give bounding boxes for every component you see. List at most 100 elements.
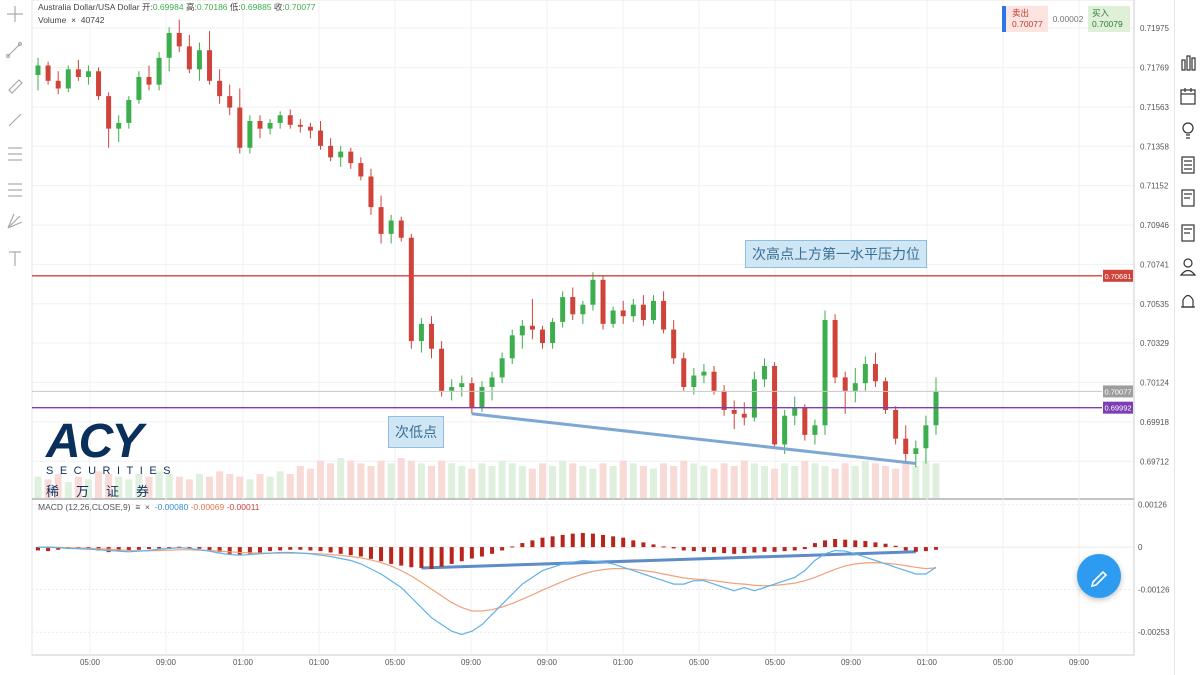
macd-histogram-bar bbox=[752, 547, 757, 553]
candle-body bbox=[661, 300, 667, 330]
volume-bar bbox=[438, 460, 446, 498]
bar-chart-icon[interactable] bbox=[1181, 55, 1196, 71]
candle bbox=[126, 96, 132, 129]
macd-histogram-bar bbox=[459, 547, 464, 562]
price-tag-label: 0.70077 bbox=[1104, 387, 1131, 396]
price-tick-label: 0.69918 bbox=[1140, 418, 1169, 427]
volume-bar bbox=[538, 463, 546, 498]
volume-bar bbox=[892, 468, 900, 498]
volume-bar bbox=[619, 460, 627, 498]
resistance-annotation[interactable]: 次高点上方第一水平压力位 bbox=[745, 240, 927, 268]
macd-histogram-bar bbox=[358, 547, 363, 557]
pencil-icon[interactable] bbox=[8, 79, 23, 94]
pitchfork-icon[interactable] bbox=[7, 213, 23, 229]
drawing-toolbar bbox=[0, 0, 30, 675]
macd-histogram-bar bbox=[197, 547, 202, 549]
macd-histogram-bar bbox=[782, 547, 787, 552]
edit-document-icon[interactable] bbox=[1181, 224, 1195, 242]
candle-body bbox=[126, 99, 132, 123]
volume-bar bbox=[64, 482, 72, 498]
user-icon[interactable] bbox=[1179, 258, 1197, 276]
candle bbox=[176, 19, 182, 53]
candle bbox=[156, 52, 162, 91]
candle bbox=[55, 71, 61, 95]
candle-body bbox=[459, 383, 465, 388]
channel-icon[interactable] bbox=[8, 183, 22, 197]
second-low-annotation[interactable]: 次低点 bbox=[388, 416, 444, 448]
macd-histogram-bar bbox=[903, 547, 908, 551]
buy-button[interactable]: 买入 0.70079 bbox=[1088, 6, 1130, 32]
text-icon[interactable] bbox=[9, 251, 21, 266]
candle-body bbox=[418, 323, 424, 342]
time-axis[interactable]: 05:00 09:00 01:00 01:00 05:00 09:00 09:00 01:00… bbox=[80, 658, 1090, 667]
macd-histogram-bar bbox=[580, 532, 585, 548]
candle bbox=[237, 88, 243, 154]
candle-body bbox=[691, 375, 697, 388]
candle bbox=[761, 358, 767, 388]
price-tag-bg bbox=[1103, 401, 1133, 414]
macd-histogram-bar bbox=[712, 547, 717, 553]
crosshair-icon[interactable] bbox=[7, 6, 23, 22]
candle bbox=[862, 356, 868, 391]
candle-body bbox=[196, 50, 202, 70]
trendline-icon[interactable] bbox=[5, 41, 23, 59]
macd-histogram-bar bbox=[934, 547, 938, 550]
macd-histogram-bar bbox=[913, 547, 918, 552]
report-icon[interactable] bbox=[1181, 189, 1195, 207]
candle-body bbox=[429, 323, 435, 349]
close-icon[interactable]: × bbox=[145, 502, 153, 512]
document-icon[interactable] bbox=[1181, 156, 1195, 174]
candle bbox=[116, 115, 122, 143]
volume-bar bbox=[488, 466, 496, 498]
trendlines[interactable] bbox=[421, 412, 916, 570]
candle bbox=[923, 415, 929, 464]
macd-histogram-bar bbox=[550, 536, 555, 548]
candle-body bbox=[630, 304, 636, 317]
macd-histogram-bar bbox=[792, 547, 797, 551]
time-tick-label: 09:00 bbox=[841, 658, 862, 667]
macd-histogram-bar bbox=[611, 536, 616, 548]
candle bbox=[358, 157, 364, 181]
candle-body bbox=[75, 69, 81, 77]
horizontal-lines[interactable] bbox=[32, 275, 1102, 409]
macd-histogram-bar bbox=[570, 533, 575, 548]
macd-histogram-bar bbox=[449, 547, 454, 564]
volume-bar bbox=[508, 463, 516, 498]
signal-value: -0.00069 bbox=[190, 502, 225, 512]
sell-price: 0.70077 bbox=[1012, 19, 1043, 29]
candle bbox=[449, 379, 455, 401]
candle-body bbox=[358, 163, 364, 177]
candle bbox=[277, 111, 283, 129]
volume-bar bbox=[296, 466, 304, 498]
price-tick-label: 0.70741 bbox=[1140, 260, 1169, 269]
macd-tick-label: 0.00126 bbox=[1138, 501, 1167, 510]
price-axis[interactable]: 0.71975 0.71769 0.71563 0.71358 0.71152 0.709… bbox=[1138, 24, 1170, 637]
calendar-icon[interactable] bbox=[1180, 88, 1196, 105]
candle bbox=[529, 298, 535, 340]
candle-body bbox=[499, 358, 505, 378]
lightbulb-icon[interactable] bbox=[1182, 122, 1194, 139]
candle-body bbox=[156, 57, 162, 85]
bell-icon[interactable] bbox=[1181, 294, 1195, 308]
price-tick-label: 0.71358 bbox=[1140, 142, 1169, 151]
volume-bar bbox=[841, 463, 849, 498]
volume-bar bbox=[256, 474, 264, 498]
settings-icon[interactable]: ≡ bbox=[132, 502, 143, 512]
candle bbox=[832, 314, 838, 384]
volume-bar bbox=[498, 460, 506, 498]
brush-icon[interactable] bbox=[8, 113, 22, 127]
candle-body bbox=[782, 415, 788, 445]
close-icon[interactable]: × bbox=[68, 15, 79, 25]
volume-bar bbox=[44, 479, 52, 498]
draw-fab-button[interactable] bbox=[1077, 554, 1121, 598]
macd-histogram-bar bbox=[631, 540, 636, 548]
volume-bar bbox=[377, 460, 385, 498]
price-tick-label: 0.71152 bbox=[1140, 182, 1169, 191]
fib-icon[interactable] bbox=[8, 147, 22, 161]
candle bbox=[479, 381, 485, 412]
candle-body bbox=[509, 335, 515, 359]
time-tick-label: 01:00 bbox=[309, 658, 330, 667]
macd-histogram-bar bbox=[338, 547, 343, 554]
sell-button[interactable]: 卖出 0.70077 bbox=[1002, 6, 1048, 32]
